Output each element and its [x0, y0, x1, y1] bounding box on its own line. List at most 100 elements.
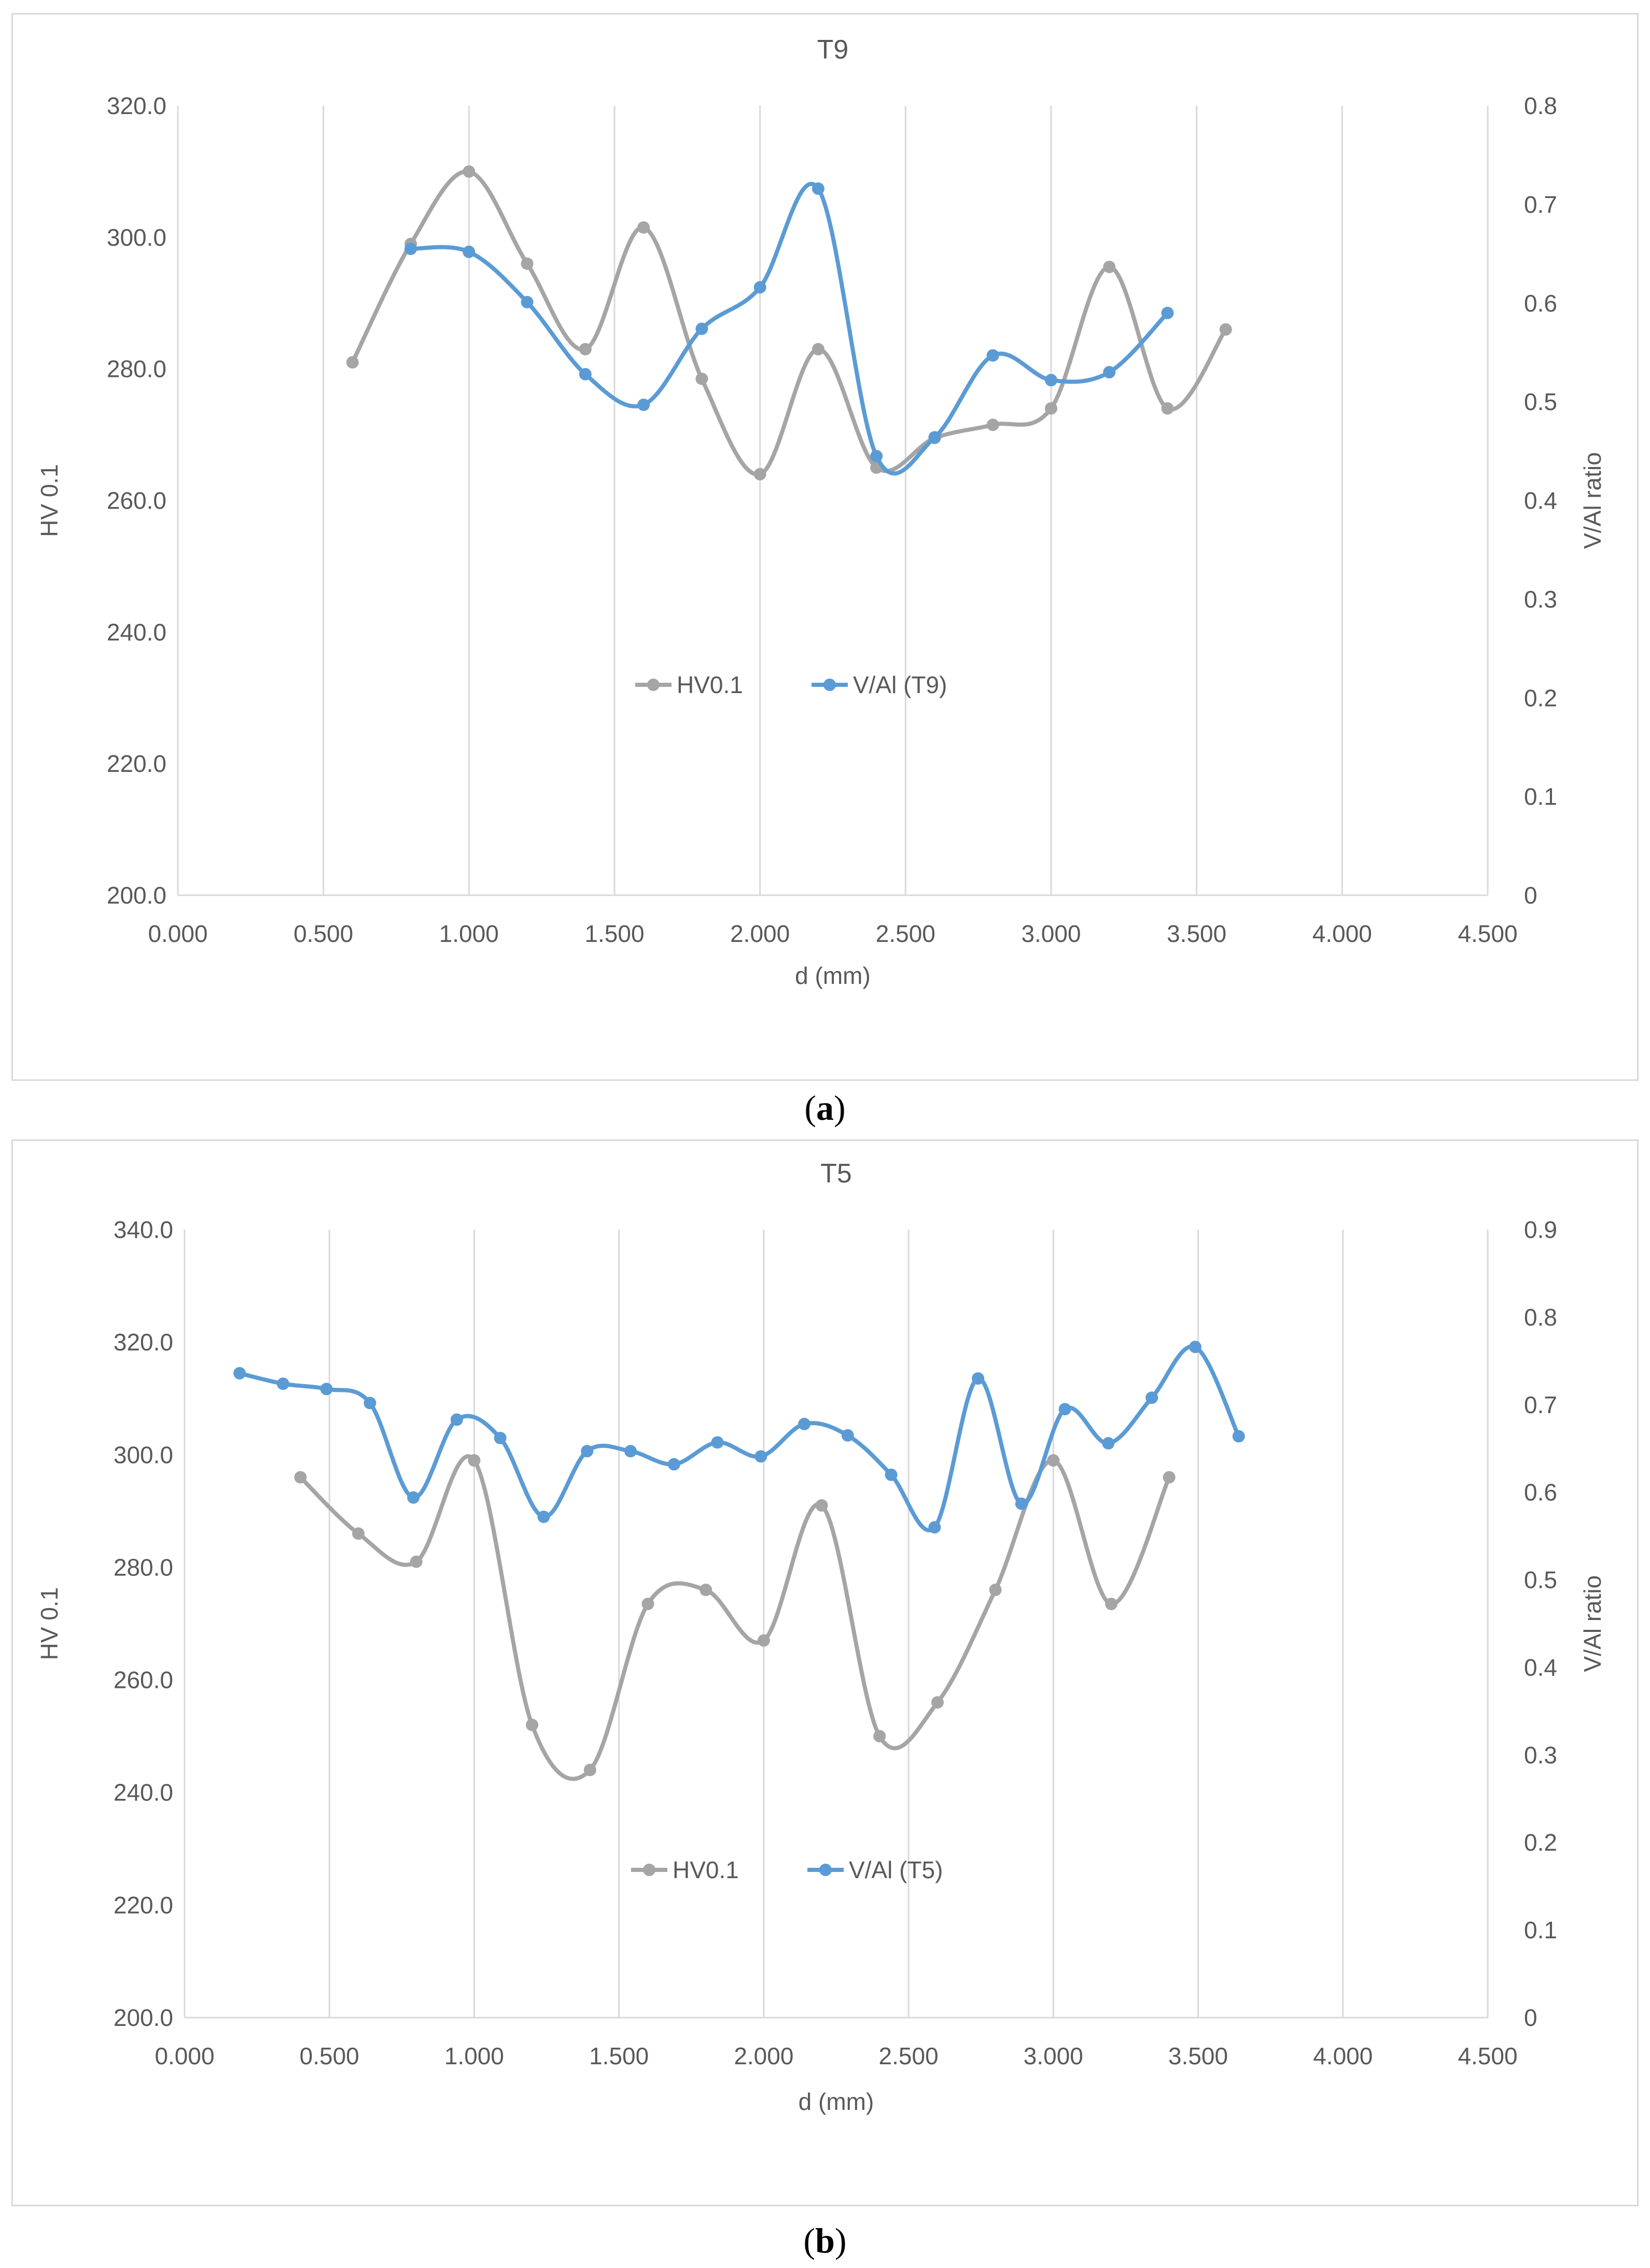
data-point-v-al — [1058, 1403, 1071, 1416]
data-point-v-al — [841, 1429, 854, 1442]
legend-label-v-al: V/Al (T9) — [853, 671, 947, 698]
y2-tick-label: 0.3 — [1524, 586, 1557, 613]
data-point-v-al — [1188, 1341, 1201, 1354]
y2-tick-label: 0 — [1524, 882, 1537, 909]
data-point-hv — [1161, 402, 1174, 415]
data-point-hv — [579, 343, 592, 356]
data-point-hv — [1103, 260, 1116, 273]
x-tick-label: 1.500 — [584, 920, 644, 947]
y2-tick-label: 0.7 — [1524, 191, 1557, 218]
data-point-hv — [294, 1471, 307, 1484]
data-point-v-al — [1045, 374, 1057, 387]
data-point-hv — [757, 1634, 770, 1647]
legend-label-hv: HV0.1 — [677, 671, 743, 698]
data-point-v-al — [986, 349, 999, 362]
y2-tick-label: 0.1 — [1524, 1917, 1557, 1943]
y-tick-label: 260.0 — [114, 1667, 173, 1694]
x-tick-label: 2.000 — [734, 2042, 793, 2069]
y-tick-label: 220.0 — [114, 1892, 173, 1919]
y2-tick-label: 0.5 — [1524, 1567, 1557, 1594]
caption-a-letter: a — [816, 1088, 834, 1128]
chart-t5: T5 0.000 0.500 1.000 1.500 2.000 2.500 3.000 3.5… — [36, 1159, 1606, 2115]
data-point-v-al — [581, 1445, 594, 1458]
y-tick-label: 320.0 — [114, 1329, 173, 1356]
y2-tick-label: 0.8 — [1524, 1304, 1557, 1331]
y2-tick-label: 0.7 — [1524, 1391, 1557, 1418]
legend-marker-hv — [647, 679, 660, 691]
series-line-v-al — [409, 181, 1170, 476]
x-tick-label: 4.000 — [1312, 920, 1372, 947]
y-tick-label: 240.0 — [114, 1779, 173, 1806]
x-tick-label: 4.000 — [1313, 2042, 1373, 2069]
data-point-v-al — [233, 1367, 246, 1379]
data-point-v-al — [812, 182, 824, 195]
y-tick-label: 260.0 — [107, 487, 166, 514]
y2-tick-label: 0.6 — [1524, 1479, 1557, 1506]
x-tick-label: 1.500 — [589, 2042, 649, 2069]
x-tick-label: 3.500 — [1167, 920, 1226, 947]
data-point-hv — [873, 1730, 886, 1743]
x-tick-label: 0.500 — [293, 920, 353, 947]
data-point-v-al — [870, 449, 883, 462]
series-line-v-al — [237, 1344, 1241, 1532]
chart-t9: T9 0.000 0.500 1.000 1.500 2.000 2.500 3.000 3.5… — [36, 35, 1606, 989]
x-tick-label: 4.500 — [1458, 2042, 1517, 2069]
y2-tick-label: 0.5 — [1524, 388, 1557, 415]
y2-tick-label: 0 — [1524, 2004, 1537, 2031]
y2-axis-title: V/Al ratio — [1579, 452, 1606, 549]
y2-tick-label: 0.2 — [1524, 1829, 1557, 1856]
data-point-v-al — [1015, 1497, 1028, 1510]
data-point-v-al — [928, 1521, 941, 1534]
chart-panel-t9: T9 0.000 0.500 1.000 1.500 2.000 2.500 3.000 3.5… — [11, 13, 1639, 1081]
data-point-v-al — [450, 1413, 463, 1426]
chart-title: T5 — [820, 1159, 852, 1189]
legend-marker-hv — [643, 1864, 655, 1876]
data-point-v-al — [404, 243, 417, 256]
chart-title: T9 — [817, 35, 849, 65]
data-point-v-al — [579, 368, 592, 381]
y-tick-label: 280.0 — [107, 356, 166, 383]
data-point-hv — [812, 343, 824, 356]
x-axis-title: d (mm) — [799, 2088, 874, 2115]
series-line-hv — [298, 1454, 1171, 1781]
caption-b-letter: b — [815, 2221, 835, 2260]
legend-label-hv: HV0.1 — [673, 1856, 739, 1883]
x-tick-label: 1.000 — [439, 920, 499, 947]
data-point-v-al — [754, 1450, 767, 1463]
data-point-v-al — [537, 1510, 550, 1523]
x-tick-label: 2.500 — [879, 2042, 939, 2069]
x-tick-label: 3.000 — [1021, 920, 1081, 947]
data-point-hv — [1047, 1454, 1060, 1467]
x-tick-label: 2.500 — [876, 920, 935, 947]
x-tick-label: 1.000 — [444, 2042, 504, 2069]
data-point-hv — [526, 1718, 539, 1731]
legend: HV0.1 V/Al (T9) — [635, 671, 947, 698]
data-point-hv — [641, 1598, 654, 1610]
y-tick-label: 200.0 — [107, 882, 166, 909]
legend-label-v-al: V/Al (T5) — [849, 1856, 943, 1883]
data-point-v-al — [363, 1397, 376, 1410]
data-point-hv — [1045, 402, 1057, 415]
y2-tick-label: 0.4 — [1524, 487, 1557, 514]
data-point-v-al — [521, 295, 534, 308]
data-point-hv — [989, 1583, 1002, 1596]
data-point-v-al — [695, 322, 708, 335]
legend-marker-v-al — [823, 679, 836, 691]
data-point-v-al — [320, 1383, 333, 1396]
data-point-v-al — [885, 1468, 898, 1481]
y-tick-label: 280.0 — [114, 1554, 173, 1581]
data-point-v-al — [972, 1372, 985, 1385]
data-point-v-al — [637, 398, 650, 411]
y-axis-title: HV 0.1 — [36, 464, 63, 537]
data-point-v-al — [1161, 306, 1174, 319]
x-axis-title: d (mm) — [795, 962, 871, 989]
legend: HV0.1 V/Al (T5) — [631, 1856, 943, 1883]
data-point-hv — [463, 165, 476, 178]
y-axis-title: HV 0.1 — [36, 1587, 63, 1660]
y2-tick-label: 0.6 — [1524, 290, 1557, 317]
caption-b: (b) — [803, 2221, 847, 2260]
data-point-v-al — [798, 1417, 811, 1430]
y2-tick-label: 0.1 — [1524, 783, 1557, 810]
y-tick-label: 200.0 — [114, 2004, 173, 2031]
data-point-v-al — [667, 1458, 680, 1471]
